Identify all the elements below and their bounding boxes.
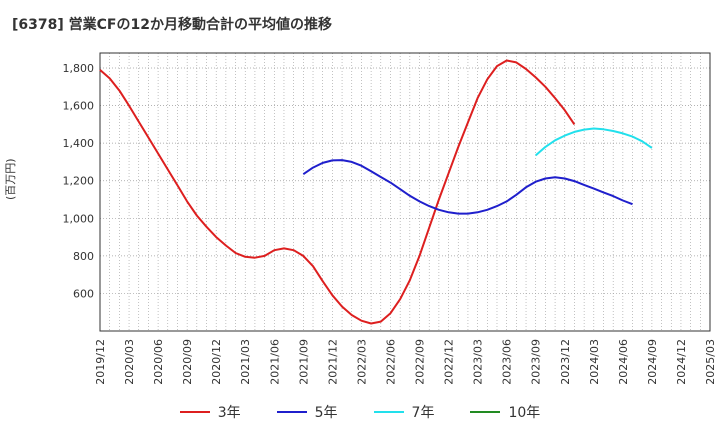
legend-label: 7年 (411, 405, 435, 421)
x-tick-label: 2021/03 (239, 339, 252, 385)
series-line-7年 (535, 127, 653, 157)
x-tick-label: 2025/03 (704, 339, 717, 385)
legend-swatch (373, 411, 404, 413)
x-tick-label: 2023/09 (530, 339, 543, 385)
legend-swatch (470, 411, 501, 413)
y-tick-label: 600 (73, 287, 94, 300)
x-tick-label: 2022/06 (384, 339, 397, 385)
x-tick-label: 2023/03 (472, 339, 485, 385)
x-tick-label: 2020/03 (123, 339, 136, 385)
x-tick-label: 2021/06 (268, 339, 281, 385)
legend-swatch (276, 411, 307, 413)
y-tick-label: 800 (73, 250, 94, 263)
legend-label: 3年 (217, 405, 241, 421)
series-line-5年 (302, 159, 633, 215)
x-tick-label: 2021/12 (326, 339, 339, 385)
legend-label: 5年 (314, 405, 338, 421)
x-tick-label: 2022/12 (443, 339, 456, 385)
x-tick-label: 2024/12 (675, 339, 688, 385)
y-tick-label: 1,400 (63, 137, 95, 150)
x-tick-label: 2023/12 (559, 339, 572, 385)
y-tick-label: 1,200 (63, 175, 95, 188)
legend-swatch (179, 411, 210, 413)
x-tick-label: 2022/09 (414, 339, 427, 385)
legend-item: 7年 (373, 402, 435, 422)
x-tick-label: 2020/06 (152, 339, 165, 385)
y-tick-label: 1,000 (63, 212, 95, 225)
series-line-3年 (99, 59, 576, 325)
legend-label: 10年 (508, 405, 541, 421)
y-tick-label: 1,800 (63, 62, 95, 75)
y-tick-label: 1,600 (63, 100, 95, 113)
x-tick-label: 2024/03 (588, 339, 601, 385)
x-tick-label: 2023/06 (501, 339, 514, 385)
x-tick-label: 2020/12 (210, 339, 223, 385)
x-tick-label: 2024/09 (646, 339, 659, 385)
chart-title: [6378] 営業CFの12か月移動合計の平均値の推移 (12, 17, 332, 33)
x-tick-label: 2022/03 (355, 339, 368, 385)
legend-item: 3年 (179, 402, 241, 422)
legend-item: 5年 (276, 402, 338, 422)
x-tick-label: 2020/09 (181, 339, 194, 385)
plot-frame (99, 52, 711, 332)
legend-item: 10年 (470, 402, 540, 422)
x-tick-label: 2024/06 (617, 339, 630, 385)
legend: 3年 5年 7年 10年 (0, 402, 720, 422)
x-tick-label: 2019/12 (94, 339, 107, 385)
x-tick-label: 2021/09 (297, 339, 310, 385)
